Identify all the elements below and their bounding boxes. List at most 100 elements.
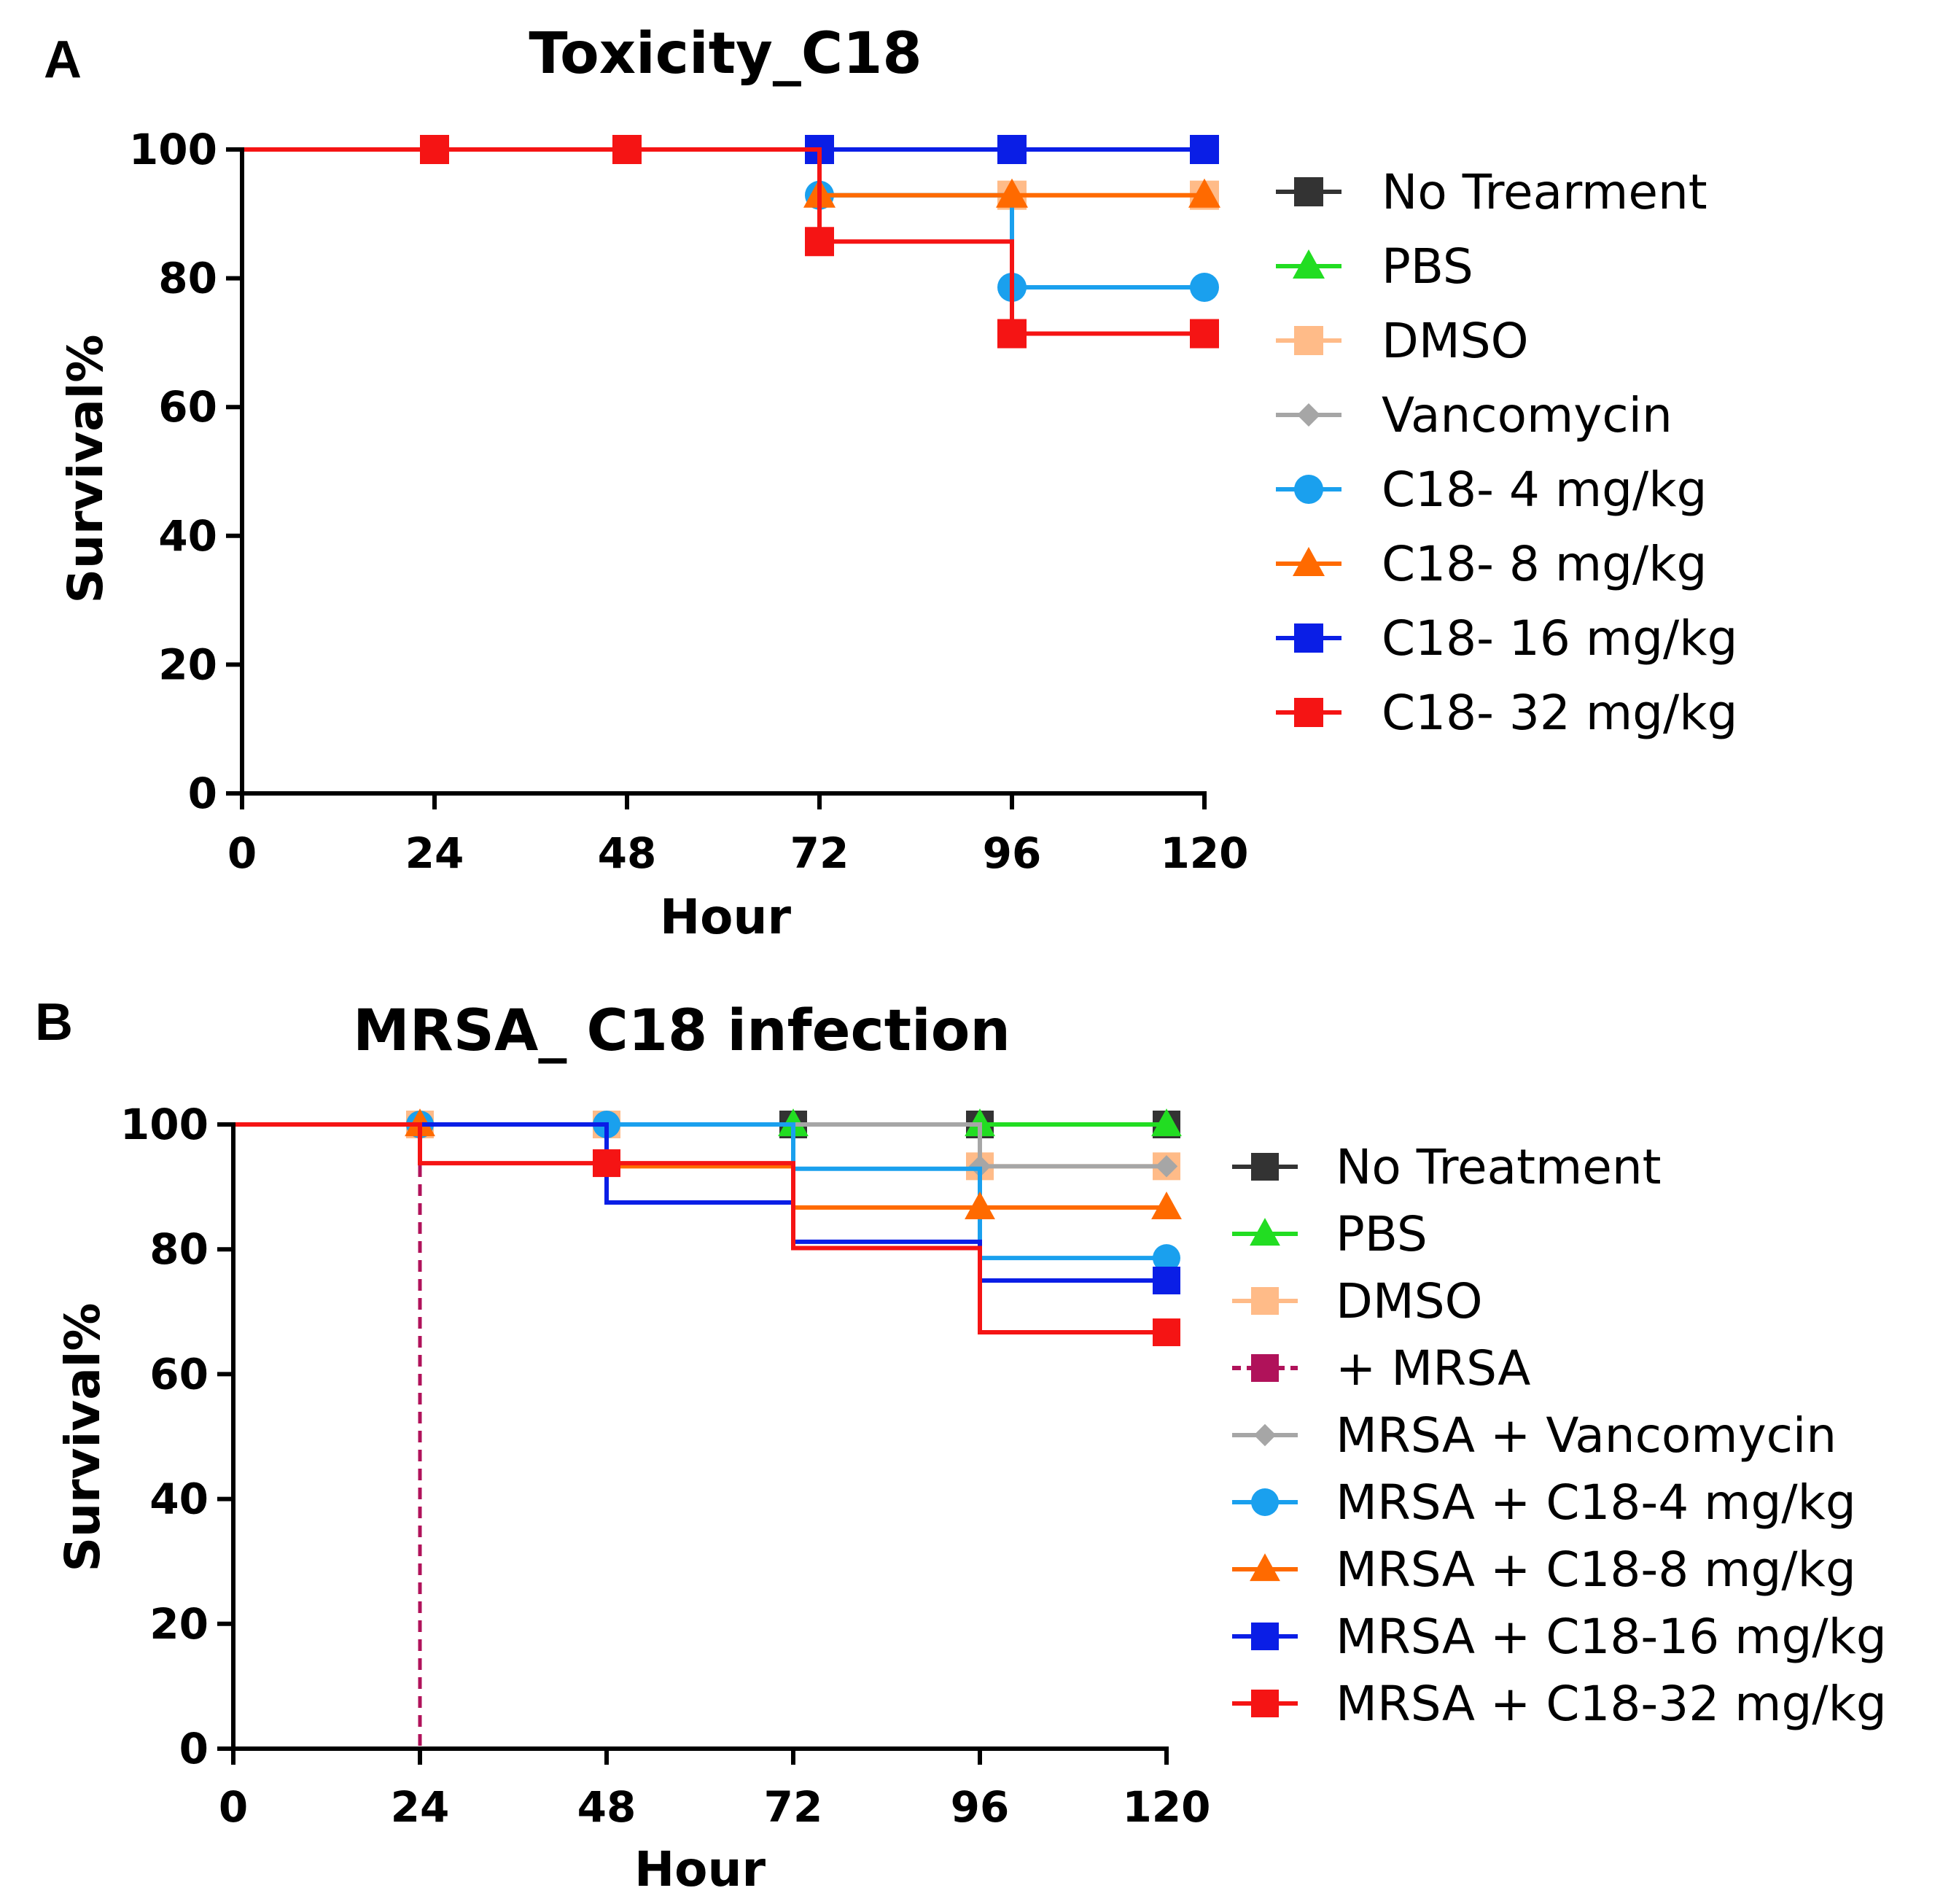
x-tick-label: 48 bbox=[577, 1782, 636, 1832]
legend-entry: MRSA + C18-16 mg/kg bbox=[1232, 1609, 1887, 1665]
legend: No Treatment PBS DMSO + MRSA MRSA + Vancomyc… bbox=[1232, 1139, 1887, 1732]
legend-label: MRSA + C18-32 mg/kg bbox=[1336, 1676, 1887, 1732]
axis-ticks: 0 20 40 60 80 100 0 24 48 72 96 120 bbox=[120, 1100, 1211, 1832]
data-point bbox=[1153, 1267, 1180, 1294]
x-tick-label: 48 bbox=[598, 828, 657, 878]
series-mrsa-c18-32-mg-kg bbox=[233, 1122, 1180, 1347]
legend-entry: MRSA + C18-8 mg/kg bbox=[1232, 1542, 1856, 1598]
series-mrsa bbox=[233, 1122, 422, 1749]
x-axis-label: Hour bbox=[634, 1841, 766, 1897]
y-tick-label: 0 bbox=[188, 769, 217, 818]
legend-marker bbox=[1251, 1690, 1279, 1717]
legend-label: MRSA + C18-16 mg/kg bbox=[1336, 1609, 1887, 1665]
series-line bbox=[242, 147, 1204, 198]
series-line bbox=[233, 1122, 1167, 1169]
legend-entry: DMSO bbox=[1276, 313, 1529, 369]
x-tick-label: 72 bbox=[790, 828, 849, 878]
series-layer bbox=[242, 135, 1220, 349]
axes bbox=[231, 1122, 1169, 1751]
legend-marker bbox=[1250, 1553, 1280, 1582]
series-line bbox=[233, 1122, 1167, 1169]
legend-entry: No Treatment bbox=[1232, 1139, 1662, 1195]
legend-label: PBS bbox=[1382, 238, 1473, 295]
data-point bbox=[1151, 1108, 1182, 1137]
legend-marker bbox=[1251, 1354, 1279, 1382]
y-tick-label: 40 bbox=[158, 511, 217, 561]
data-point bbox=[1151, 1191, 1182, 1219]
legend-entry: MRSA + C18-32 mg/kg bbox=[1232, 1676, 1887, 1732]
legend-entry: C18- 16 mg/kg bbox=[1276, 610, 1737, 667]
data-point bbox=[997, 319, 1027, 349]
data-point bbox=[968, 1155, 992, 1178]
y-tick-label: 0 bbox=[179, 1724, 209, 1773]
series-mrsa-c18-4-mg-kg bbox=[233, 1111, 1180, 1272]
y-tick-label: 100 bbox=[120, 1100, 209, 1149]
panel-a: A Toxicity_C18 Survival% Hour 0 20 40 60 80 1… bbox=[44, 21, 1737, 945]
legend-label: No Trearment bbox=[1382, 164, 1707, 220]
data-point bbox=[1188, 178, 1220, 208]
legend-label: C18- 8 mg/kg bbox=[1382, 536, 1707, 592]
data-point bbox=[1155, 1155, 1178, 1178]
data-point bbox=[1190, 319, 1219, 349]
legend-entry: PBS bbox=[1232, 1206, 1428, 1262]
legend-label: MRSA + C18-4 mg/kg bbox=[1336, 1474, 1856, 1531]
chart-title: MRSA_ C18 infection bbox=[353, 998, 1010, 1064]
y-tick-label: 100 bbox=[129, 125, 217, 174]
legend-marker bbox=[1251, 1153, 1279, 1181]
series-line bbox=[233, 1122, 1167, 1335]
legend-entry: PBS bbox=[1276, 238, 1473, 295]
data-point bbox=[965, 1191, 995, 1219]
legend-marker bbox=[1253, 1423, 1277, 1447]
legend-label: No Treatment bbox=[1336, 1139, 1662, 1195]
data-point bbox=[420, 135, 449, 164]
x-tick-label: 0 bbox=[227, 828, 257, 878]
series-dmso bbox=[242, 147, 1219, 210]
legend-label: MRSA + C18-8 mg/kg bbox=[1336, 1542, 1856, 1598]
data-point bbox=[1190, 135, 1219, 164]
x-tick-label: 24 bbox=[405, 828, 464, 878]
x-tick-label: 0 bbox=[219, 1782, 248, 1832]
legend-label: Vancomycin bbox=[1382, 387, 1672, 443]
legend-marker bbox=[1297, 403, 1320, 427]
legend-label: C18- 4 mg/kg bbox=[1382, 462, 1707, 518]
legend-label: C18- 16 mg/kg bbox=[1382, 610, 1737, 667]
y-tick-label: 20 bbox=[158, 640, 217, 689]
legend-marker bbox=[1251, 1623, 1279, 1650]
panel-letter: B bbox=[35, 993, 73, 1052]
axis-ticks: 0 20 40 60 80 100 0 24 48 72 96 120 bbox=[129, 125, 1249, 878]
x-tick-label: 96 bbox=[951, 1782, 1010, 1832]
legend-entry: C18- 4 mg/kg bbox=[1276, 462, 1707, 518]
legend-entry: DMSO bbox=[1232, 1273, 1483, 1329]
x-tick-label: 24 bbox=[391, 1782, 450, 1832]
panel-letter: A bbox=[44, 31, 82, 89]
legend-label: DMSO bbox=[1382, 313, 1529, 369]
legend-entry: C18- 8 mg/kg bbox=[1276, 536, 1707, 592]
y-tick-label: 80 bbox=[149, 1224, 209, 1274]
series-dmso bbox=[233, 1111, 1180, 1181]
legend-marker bbox=[1294, 326, 1323, 355]
x-tick-label: 96 bbox=[983, 828, 1042, 878]
series-c18-4-mg-kg bbox=[242, 147, 1219, 302]
series-mrsa-vancomycin bbox=[233, 1122, 1178, 1178]
legend-marker bbox=[1294, 698, 1323, 727]
legend: No Trearment PBS DMSO Vancomycin C18- 4 mg/k… bbox=[1276, 164, 1737, 741]
y-tick-label: 80 bbox=[158, 254, 217, 303]
y-tick-label: 60 bbox=[149, 1349, 209, 1399]
legend-entry: MRSA + C18-4 mg/kg bbox=[1232, 1474, 1856, 1531]
data-point bbox=[1190, 272, 1219, 302]
legend-label: PBS bbox=[1336, 1206, 1428, 1262]
y-axis-label: Survival% bbox=[58, 334, 114, 603]
data-point bbox=[1153, 1244, 1180, 1272]
x-axis-label: Hour bbox=[660, 889, 792, 945]
x-tick-label: 72 bbox=[764, 1782, 823, 1832]
series-c18-8-mg-kg bbox=[242, 147, 1220, 208]
series-line bbox=[242, 147, 1204, 198]
legend-marker bbox=[1251, 1488, 1279, 1516]
y-tick-label: 60 bbox=[158, 382, 217, 432]
panel-b: B MRSA_ C18 infection Survival% Hour 0 20… bbox=[35, 993, 1887, 1897]
legend-label: C18- 32 mg/kg bbox=[1382, 685, 1737, 741]
y-tick-label: 20 bbox=[149, 1599, 209, 1649]
data-point bbox=[805, 227, 834, 257]
y-tick-label: 40 bbox=[149, 1474, 209, 1524]
